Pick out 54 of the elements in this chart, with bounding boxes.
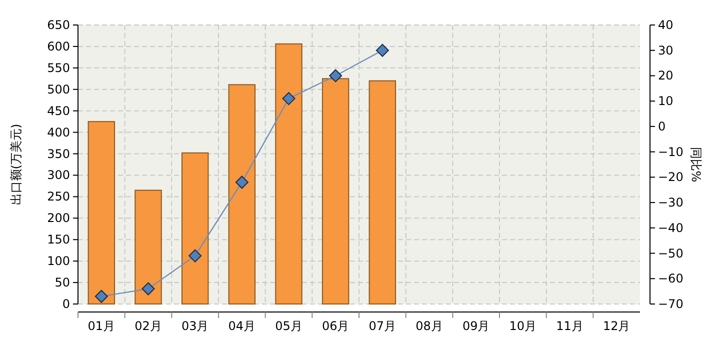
x-tick-label: 05月: [275, 319, 302, 333]
y2-tick-label: 30: [658, 43, 674, 58]
y-tick-label: 300: [47, 168, 70, 182]
x-tick-label: 08月: [416, 319, 443, 333]
y2-tick-label: −50: [658, 246, 684, 260]
y-tick-label: 350: [47, 146, 70, 161]
point: [329, 69, 342, 82]
y-tick-label: 200: [47, 211, 70, 226]
x-tick-label: 12月: [602, 319, 630, 333]
bar: [322, 78, 350, 304]
y-tick-label: 250: [47, 190, 70, 204]
y2-tick-label: 10: [658, 94, 674, 108]
x-tick-label: 01月: [88, 319, 116, 333]
x-tick-label: 04月: [228, 319, 256, 333]
bar: [228, 84, 256, 304]
y2-tick-label: −40: [658, 220, 684, 235]
point: [142, 282, 155, 296]
y2-tick-label: −20: [658, 170, 684, 184]
y2-tick-label: 20: [658, 68, 674, 83]
bar: [275, 43, 302, 304]
y2-tick-label: 0: [658, 119, 666, 134]
bar: [181, 152, 209, 304]
point: [376, 44, 389, 57]
y-tick-label: 600: [47, 39, 70, 54]
y-tick-label: 150: [47, 232, 70, 247]
y-tick-label: 400: [47, 125, 70, 140]
x-tick-label: 02月: [134, 319, 162, 333]
bar: [134, 190, 162, 304]
point: [235, 176, 248, 189]
y2-tick-label: 40: [658, 18, 674, 32]
x-tick-label: 06月: [322, 319, 350, 333]
y-tick-label: 550: [47, 60, 70, 75]
y2-tick-label: −60: [658, 272, 684, 286]
x-tick-label: 10月: [509, 319, 537, 333]
y2-tick-label: −10: [658, 144, 684, 159]
y-axis-title: 出口额(万美元): [9, 124, 23, 206]
x-tick-label: 03月: [181, 319, 209, 333]
y2-tick-label: −70: [658, 297, 684, 311]
bar: [88, 121, 116, 304]
y-tick-label: 650: [47, 18, 70, 32]
y-tick-label: 500: [47, 82, 70, 96]
y-tick-label: 100: [47, 254, 70, 268]
point: [94, 290, 108, 303]
bar: [368, 80, 396, 304]
x-tick-label: 07月: [368, 319, 396, 333]
x-tick-label: 09月: [462, 319, 490, 333]
y-tick-label: 450: [47, 104, 70, 118]
y2-axis-title: 同比%: [689, 146, 703, 182]
point: [282, 92, 296, 106]
y-tick-label: 50: [54, 276, 70, 290]
y2-tick-label: −30: [658, 196, 684, 210]
point: [188, 249, 202, 262]
x-tick-label: 11月: [556, 319, 584, 333]
y-tick-label: 0: [62, 297, 70, 311]
